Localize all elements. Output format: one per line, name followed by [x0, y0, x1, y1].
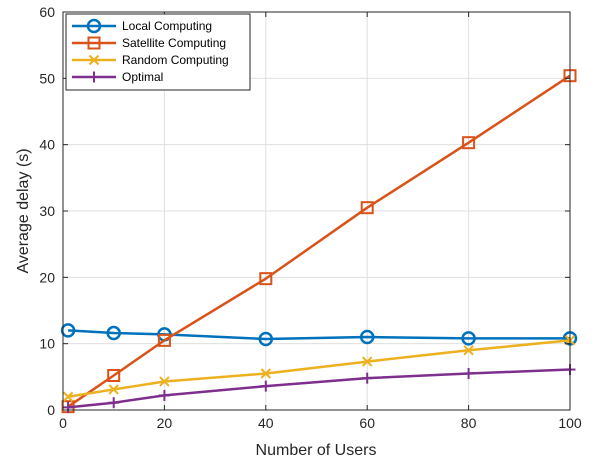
- data-point: [258, 331, 274, 347]
- y-axis-label: Average delay (s): [15, 148, 32, 273]
- data-point: [60, 323, 76, 338]
- series-line: [67, 329, 570, 341]
- marker-stroke: [361, 356, 373, 367]
- legend-label: Random Computing: [122, 53, 229, 67]
- data-point: [260, 368, 272, 379]
- legend: Local Computing Satellite Computing Random…: [65, 13, 251, 91]
- x-tick-label: 0: [59, 415, 67, 431]
- legend-marker: [88, 71, 100, 83]
- legend-label: Satellite Computing: [122, 36, 226, 50]
- data-point: [360, 201, 374, 215]
- data-point: [361, 372, 373, 384]
- legend-marker: [88, 54, 100, 66]
- series-layer: [60, 69, 578, 414]
- x-tick-label: 80: [461, 415, 477, 431]
- marker-stroke: [62, 391, 74, 402]
- grid-lines: [62, 11, 571, 411]
- data-point: [62, 391, 74, 402]
- marker-stroke: [463, 345, 474, 356]
- data-point: [62, 401, 74, 413]
- y-tick-label: 50: [39, 70, 55, 86]
- data-point: [463, 345, 474, 356]
- series-optimal: [62, 364, 576, 413]
- data-point: [259, 272, 273, 286]
- data-point: [361, 356, 373, 367]
- legend-label: Local Computing: [122, 19, 212, 33]
- data-point: [108, 397, 120, 409]
- y-tick-label: 0: [47, 402, 55, 418]
- series-random-computing: [62, 335, 576, 402]
- data-point: [106, 325, 121, 341]
- data-point: [159, 376, 170, 387]
- y-tick-label: 20: [39, 269, 55, 285]
- legend-item: Satellite Computing: [72, 36, 226, 50]
- legend-marker: [86, 18, 102, 34]
- data-point: [158, 389, 170, 401]
- data-point: [108, 384, 119, 395]
- y-tick-label: 30: [39, 203, 55, 219]
- x-axis-label: Number of Users: [256, 442, 377, 459]
- data-point: [463, 368, 475, 380]
- data-point: [107, 369, 121, 383]
- legend-marker: [87, 36, 101, 50]
- y-tick-label: 40: [39, 137, 55, 153]
- data-point: [157, 333, 171, 347]
- marker-stroke: [88, 54, 100, 66]
- data-point: [359, 329, 375, 345]
- y-tick-label: 60: [39, 4, 55, 20]
- data-point: [462, 136, 476, 150]
- series-line: [67, 74, 571, 408]
- y-tick-label: 10: [39, 336, 55, 352]
- x-tick-label: 20: [157, 415, 173, 431]
- legend-item: Random Computing: [72, 53, 229, 67]
- legend-item: Local Computing: [72, 18, 212, 34]
- legend-item: Optimal: [72, 70, 163, 84]
- legend-label: Optimal: [122, 70, 163, 84]
- x-tick-label: 40: [258, 415, 274, 431]
- axis-ticks: 0 20 40 60 80 100 0 10 20 30 40 50 60: [39, 4, 581, 431]
- x-tick-label: 60: [359, 415, 375, 431]
- marker-stroke: [159, 376, 170, 387]
- x-tick-label: 100: [558, 415, 582, 431]
- marker-stroke: [108, 384, 119, 395]
- data-point: [260, 380, 272, 392]
- marker-stroke: [260, 368, 272, 379]
- data-point: [461, 331, 476, 346]
